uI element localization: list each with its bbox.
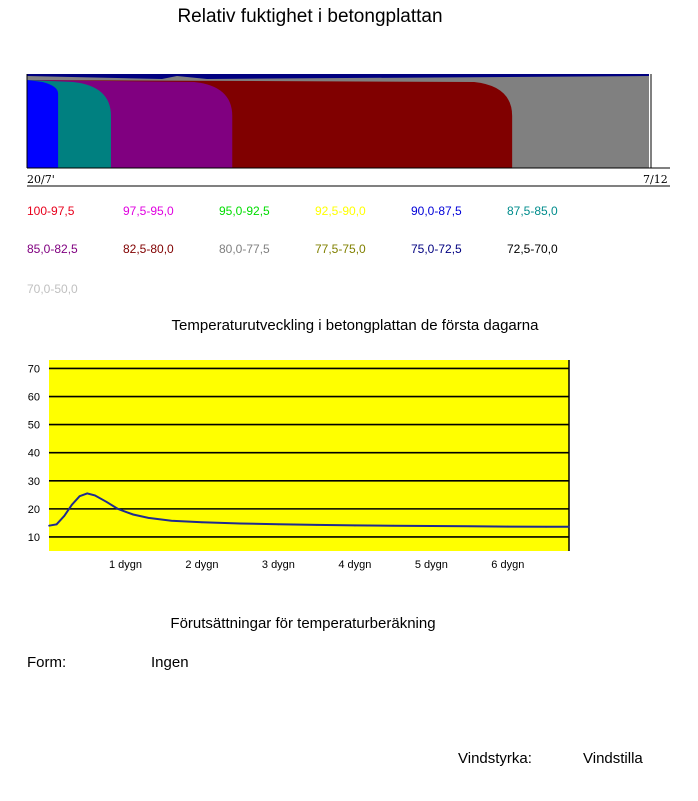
humidity-band	[27, 80, 59, 168]
temperature-data-point	[239, 522, 241, 525]
temperature-data-point	[71, 503, 73, 506]
temperature-data-point	[147, 517, 150, 519]
wind-value: Vindstilla	[583, 750, 643, 767]
legend-item: 70,0-50,0	[27, 282, 78, 296]
temperature-x-tick-label: 5 dygn	[415, 559, 448, 571]
temperature-data-point	[132, 513, 134, 516]
temperature-chart: 70 60 50 40 30 20 10 1 dygn 2 dygn 3 dygn 4 dygn 5 …	[28, 360, 570, 571]
temperature-data-point	[48, 524, 50, 527]
temperature-y-tick-label: 50	[28, 420, 40, 432]
temperature-x-tick-label: 1 dygn	[109, 559, 142, 571]
temperature-data-point	[201, 521, 203, 524]
humidity-x-tick-label: 20/7'	[27, 173, 55, 186]
humidity-top-strip	[27, 74, 649, 79]
temperature-y-tick-label: 70	[28, 363, 40, 375]
legend-item: 90,0-87,5	[411, 204, 462, 218]
temperature-x-tick-label: 4 dygn	[338, 559, 371, 571]
temperature-data-point	[468, 525, 471, 528]
humidity-chart: 20/7' 7/12	[26, 74, 670, 187]
legend-item: 97,5-95,0	[123, 204, 174, 218]
legend-item: 82,5-80,0	[123, 242, 174, 256]
legend-item: 92,5-90,0	[315, 204, 366, 218]
temperature-data-point	[507, 525, 509, 528]
temperature-data-point	[105, 501, 108, 503]
temperature-data-point	[545, 526, 547, 528]
temperature-y-tick-label: 20	[28, 504, 40, 516]
legend-item: 80,0-77,5	[219, 242, 270, 256]
legend-item: 72,5-70,0	[507, 242, 558, 256]
humidity-x-tick-label: 7/12	[643, 173, 668, 186]
legend-item: 100-97,5	[27, 204, 75, 218]
form-value: Ingen	[151, 654, 189, 671]
temperature-y-tick-label: 40	[28, 448, 40, 460]
temperature-x-tick-label: 2 dygn	[185, 559, 218, 571]
temperature-data-point	[117, 508, 119, 510]
wind-label: Vindstyrka:	[458, 750, 532, 767]
conditions-title: Förutsättningar för temperaturberäkning	[170, 615, 436, 632]
legend-item: 85,0-82,5	[27, 242, 78, 256]
temperature-data-point	[568, 526, 570, 528]
temperature-x-tick-label: 3 dygn	[262, 559, 295, 571]
form-label: Form:	[27, 654, 67, 671]
temperature-data-point	[94, 494, 96, 497]
temperature-y-tick-label: 10	[28, 532, 40, 544]
temperature-data-point	[430, 525, 433, 527]
page-title: Relativ fuktighet i betongplattan	[177, 6, 443, 27]
temperature-data-point	[86, 492, 89, 495]
temperature-chart-title: Temperaturutveckling i betongplattan de …	[171, 317, 539, 334]
temperature-data-point	[354, 524, 356, 527]
temperature-data-point	[170, 519, 173, 522]
temperature-data-point	[315, 524, 318, 526]
temperature-data-point	[392, 524, 394, 527]
legend-item: 95,0-92,5	[219, 204, 270, 218]
temperature-data-point	[277, 523, 280, 526]
humidity-legend: 100-97,5 97,5-95,0 95,0-92,5 92,5-90,0 90,0-…	[27, 204, 627, 304]
temperature-data-point	[55, 523, 58, 526]
temperature-y-tick-label: 30	[28, 476, 40, 488]
temperature-x-tick-label: 6 dygn	[491, 559, 524, 571]
temperature-data-point	[78, 495, 81, 498]
temperature-data-point	[63, 515, 66, 517]
legend-item: 77,5-75,0	[315, 242, 366, 256]
temperature-y-tick-label: 60	[28, 392, 40, 404]
legend-item: 75,0-72,5	[411, 242, 462, 256]
temperature-plot-area	[49, 360, 569, 551]
legend-item: 87,5-85,0	[507, 204, 558, 218]
